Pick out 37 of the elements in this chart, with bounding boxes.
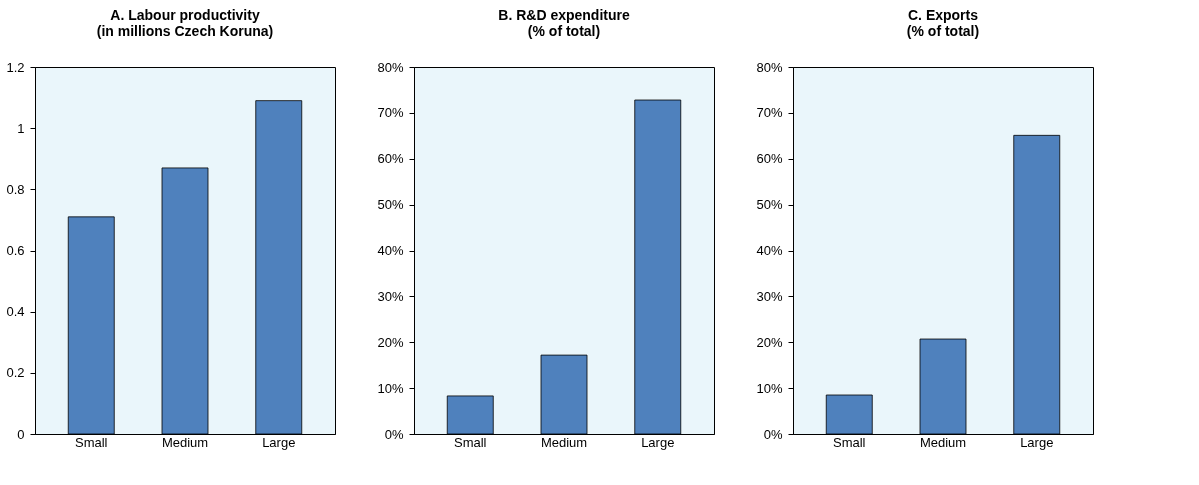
y-tick-label: 10% xyxy=(756,380,783,396)
y-tick-label: 0.2 xyxy=(6,365,25,381)
y-tick-label: 60% xyxy=(377,151,404,167)
x-tick-label: Medium xyxy=(540,434,588,450)
y-tick-label: 50% xyxy=(756,197,783,213)
y-tick-label: 80% xyxy=(377,59,404,75)
y-tick-label: 20% xyxy=(756,334,783,350)
y-tick-label: 0.6 xyxy=(6,243,25,258)
x-tick-label: Large xyxy=(262,434,296,450)
y-tick-label: 20% xyxy=(377,334,404,350)
y-tick-label: 40% xyxy=(377,243,404,258)
y-tick-label: 1 xyxy=(17,120,25,136)
x-tick-label: Medium xyxy=(919,434,967,450)
chart-title: A. Labour productivity (in millions Czech Koruna) xyxy=(96,7,274,39)
y-tick-label: 0.8 xyxy=(6,181,25,197)
x-tick-label: Large xyxy=(641,434,675,450)
y-tick-label: 0 xyxy=(17,426,25,442)
x-tick-label: Medium xyxy=(161,434,209,450)
y-tick-label: 30% xyxy=(377,288,404,304)
y-tick-label: 10% xyxy=(377,380,404,396)
y-tick-label: 70% xyxy=(756,105,783,121)
x-tick-label: Large xyxy=(1020,434,1054,450)
x-tick-label: Small xyxy=(832,434,866,450)
x-tick-label: Small xyxy=(453,434,487,450)
chart-title: B. R&D expenditure (% of total) xyxy=(498,7,630,39)
y-tick-label: 0.4 xyxy=(6,304,25,320)
y-tick-label: 0% xyxy=(763,426,783,442)
y-tick-label: 80% xyxy=(756,59,783,75)
y-tick-label: 70% xyxy=(377,105,404,121)
y-tick-label: 60% xyxy=(756,151,783,167)
y-tick-label: 40% xyxy=(756,243,783,258)
y-tick-label: 30% xyxy=(756,288,783,304)
x-tick-label: Small xyxy=(74,434,108,450)
y-tick-label: 50% xyxy=(377,197,404,213)
y-tick-label: 1.2 xyxy=(6,59,25,75)
chart-title: C. Exports (% of total) xyxy=(906,7,980,39)
y-tick-label: 0% xyxy=(384,426,404,442)
